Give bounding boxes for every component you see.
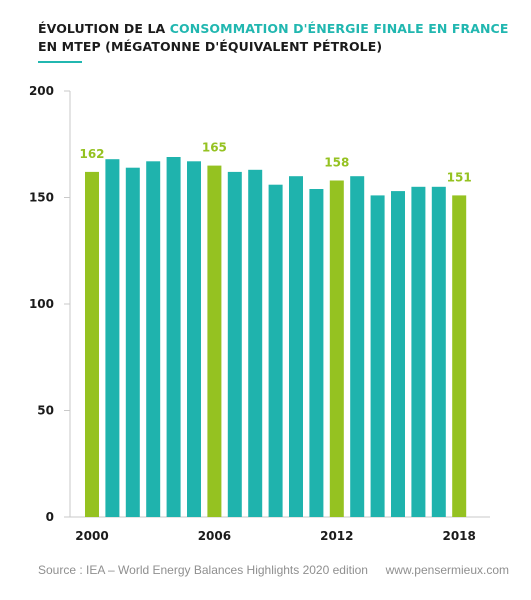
bar-2014 — [370, 195, 385, 517]
bar-2016 — [411, 186, 426, 518]
title-prefix: ÉVOLUTION DE LA — [38, 21, 170, 36]
title-line-1: ÉVOLUTION DE LA CONSOMMATION D'ÉNERGIE F… — [38, 20, 508, 38]
bar-2004 — [166, 157, 181, 517]
bar-2003 — [146, 161, 161, 518]
bar-2007 — [227, 171, 242, 517]
bar-2000 — [85, 171, 99, 517]
y-tick-label: 150 — [29, 191, 54, 205]
bar-2018 — [452, 195, 467, 517]
bar-2009 — [268, 184, 283, 517]
bar-2017 — [431, 186, 446, 518]
bar-2011 — [309, 189, 324, 517]
bar-2002 — [125, 167, 140, 517]
x-tick-label: 2000 — [75, 529, 108, 543]
bar-2015 — [391, 191, 405, 517]
bar-2006 — [207, 165, 222, 517]
y-tick-label: 50 — [37, 404, 54, 418]
bar-2010 — [289, 176, 303, 517]
website-credit: www.pensermieux.com — [385, 563, 509, 577]
y-tick-label: 0 — [46, 510, 54, 524]
title-underline — [38, 61, 82, 63]
x-tick-label: 2012 — [320, 529, 353, 543]
chart-title: ÉVOLUTION DE LA CONSOMMATION D'ÉNERGIE F… — [38, 20, 508, 56]
bar-2013 — [350, 176, 365, 517]
data-label-2012: 158 — [324, 155, 349, 169]
bar-2001 — [105, 159, 120, 517]
bar-2005 — [187, 161, 201, 518]
y-tick-label: 200 — [29, 84, 54, 98]
x-tick-label: 2006 — [198, 529, 231, 543]
data-label-2018: 151 — [447, 170, 472, 184]
y-tick-label: 100 — [29, 297, 54, 311]
source-note: Source : IEA – World Energy Balances Hig… — [38, 563, 368, 577]
title-accent: CONSOMMATION D'ÉNERGIE FINALE EN FRANCE — [169, 21, 509, 36]
bar-2012 — [329, 180, 344, 517]
bar-2008 — [248, 169, 263, 518]
data-label-2006: 165 — [202, 141, 227, 155]
data-label-2000: 162 — [79, 147, 104, 161]
x-tick-label: 2018 — [442, 529, 475, 543]
title-line-2: EN MTEP (MÉGATONNE D'ÉQUIVALENT PÉTROLE) — [38, 39, 383, 54]
